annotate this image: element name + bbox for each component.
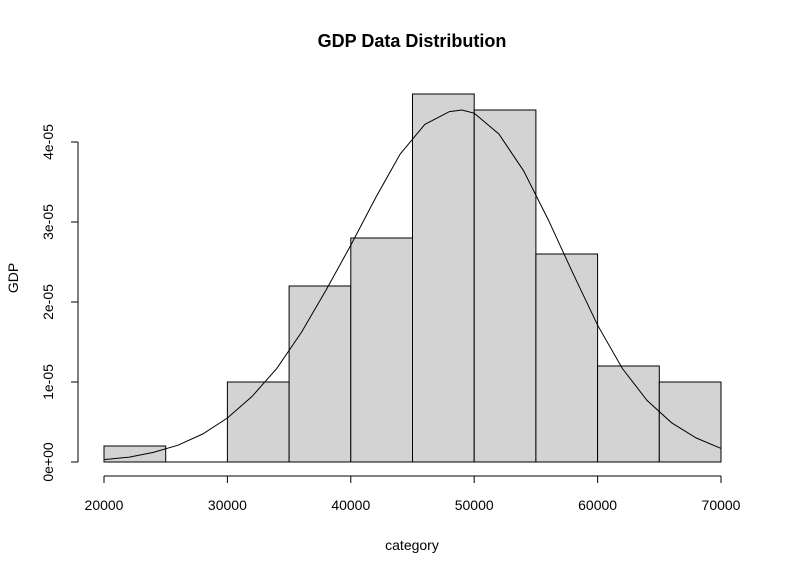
x-tick-label: 20000 (85, 497, 124, 513)
y-tick-label: 2e-05 (40, 284, 56, 320)
histogram-bars (103, 93, 722, 463)
histogram-bar (473, 109, 537, 463)
density-curve-layer (103, 109, 722, 461)
x-tick-label: 30000 (208, 497, 247, 513)
x-tick-label: 50000 (455, 497, 494, 513)
histogram-bar (103, 445, 167, 463)
y-tick-label: 3e-05 (40, 204, 56, 240)
histogram-bar (412, 93, 475, 463)
y-tick-label: 0e+00 (40, 442, 56, 482)
density-curve (103, 109, 722, 461)
x-axis-label: category (385, 537, 439, 553)
y-tick-label: 4e-05 (40, 124, 56, 160)
y-axis: 0e+00 1e-05 2e-05 3e-05 4e-05 (40, 124, 79, 482)
histogram-bar (288, 285, 352, 463)
histogram-bar (597, 365, 660, 463)
y-tick-label: 1e-05 (40, 364, 56, 400)
histogram-bar (535, 253, 599, 463)
histogram-bar (658, 381, 722, 463)
x-axis: 20000 30000 40000 50000 60000 70000 (85, 475, 741, 513)
histogram-bar (226, 381, 290, 463)
x-tick-label: 60000 (578, 497, 617, 513)
chart-title: GDP Data Distribution (318, 31, 507, 51)
x-tick-label: 40000 (331, 497, 370, 513)
histogram-bar (350, 237, 413, 463)
x-tick-label: 70000 (702, 497, 741, 513)
y-axis-label: GDP (5, 263, 21, 293)
